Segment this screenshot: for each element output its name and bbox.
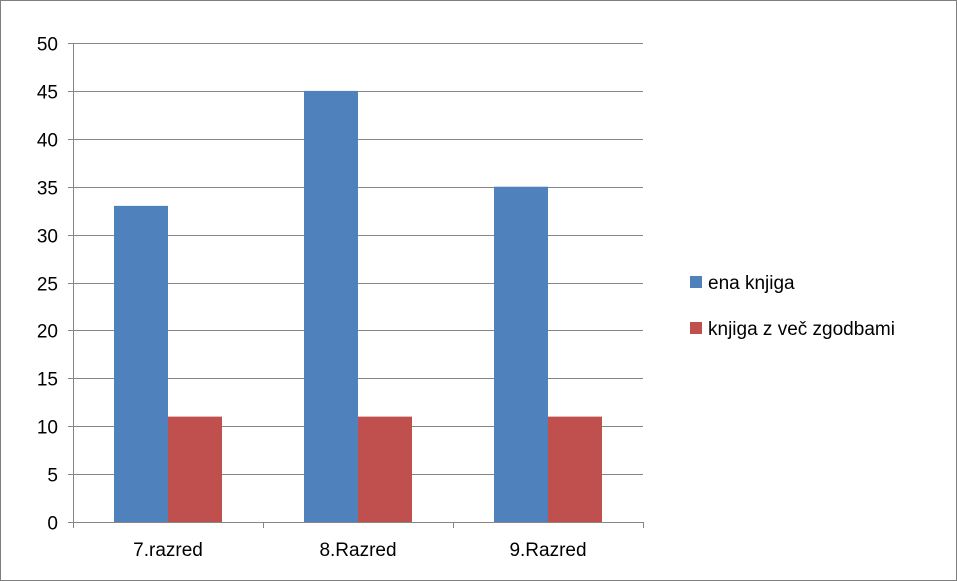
y-tick-label: 35 [37, 179, 58, 200]
axes [68, 43, 644, 528]
bars [114, 90, 602, 523]
y-tick-label: 0 [47, 514, 58, 535]
y-tick-label: 40 [37, 131, 58, 152]
y-tick-label: 50 [37, 35, 58, 56]
bar-ena-knjiga-0 [114, 205, 168, 523]
legend: ena knjiga knjiga z več zgodbami [690, 273, 895, 340]
x-axis-category-labels: 7.razred 8.Razred 9.Razred [133, 540, 586, 561]
bar-knjiga-z-vec-zgodbami-1 [358, 416, 412, 522]
y-tick-label: 20 [37, 322, 58, 343]
legend-swatch [690, 276, 702, 288]
legend-label: knjiga z več zgodbami [708, 319, 895, 340]
x-category-label: 7.razred [133, 540, 203, 561]
y-tick-label: 45 [37, 83, 58, 104]
y-tick-label: 10 [37, 418, 58, 439]
bar-knjiga-z-vec-zgodbami-0 [168, 416, 222, 522]
y-tick-label: 15 [37, 370, 58, 391]
bar-knjiga-z-vec-zgodbami-2 [548, 416, 602, 522]
x-category-label: 9.Razred [509, 540, 586, 561]
bar-ena-knjiga-1 [304, 90, 358, 523]
y-tick-label: 5 [47, 466, 58, 487]
bar-ena-knjiga-2 [494, 186, 548, 522]
y-tick-label: 25 [37, 275, 58, 296]
x-category-label: 8.Razred [319, 540, 396, 561]
legend-label: ena knjiga [708, 273, 795, 294]
y-axis-tick-labels: 0 5 10 15 20 25 30 35 40 45 50 [37, 35, 58, 535]
legend-swatch [690, 322, 702, 334]
y-tick-label: 30 [37, 227, 58, 248]
